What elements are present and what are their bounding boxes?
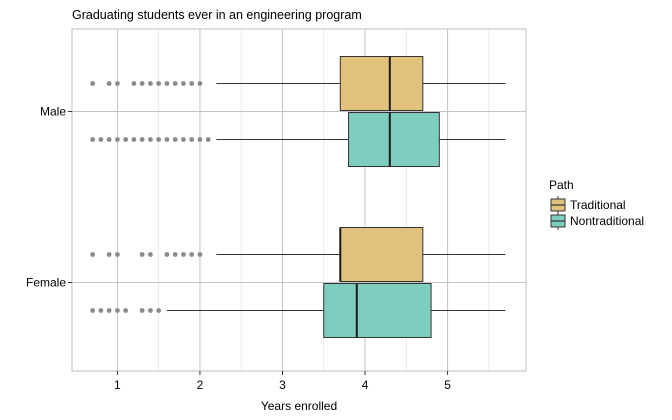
outlier-point <box>172 252 178 257</box>
x-tick-label: 4 <box>362 378 369 392</box>
outlier-point <box>197 137 203 142</box>
plot-area: 1 2 3 4 5 Male Female <box>26 28 527 392</box>
outlier-point <box>156 81 162 86</box>
legend-label-traditional: Traditional <box>570 198 626 212</box>
box-female-nontraditional <box>90 283 506 338</box>
legend-label-nontraditional: Nontraditional <box>570 214 644 228</box>
outlier-point <box>123 308 129 313</box>
y-tick-label-male: Male <box>40 105 66 119</box>
outlier-point <box>172 137 178 142</box>
box-female-traditional <box>90 227 506 282</box>
outlier-point <box>139 252 145 257</box>
outlier-point <box>115 137 120 142</box>
outlier-point <box>106 81 112 86</box>
outlier-point <box>98 137 104 142</box>
outlier-point <box>156 137 162 142</box>
outlier-point <box>106 308 112 313</box>
outlier-point <box>106 137 112 142</box>
outlier-point <box>181 81 186 86</box>
outlier-point <box>181 252 186 257</box>
panel-border <box>71 28 527 372</box>
outlier-point <box>115 252 120 257</box>
y-tick-label-female: Female <box>26 276 66 290</box>
box-iqr <box>323 283 432 338</box>
box-male-nontraditional <box>90 112 506 167</box>
x-tick-label: 1 <box>114 378 121 392</box>
outlier-point <box>197 252 203 257</box>
x-tick-label: 5 <box>444 378 451 392</box>
x-axis-label: Years enrolled <box>261 399 337 413</box>
outlier-point <box>205 137 211 142</box>
outlier-point <box>148 81 153 86</box>
outlier-point <box>148 308 153 313</box>
legend-key-nontraditional <box>550 212 566 230</box>
box-iqr <box>339 227 424 282</box>
outlier-point <box>115 81 120 86</box>
outlier-point <box>98 308 104 313</box>
outlier-point <box>164 81 170 86</box>
outlier-point <box>106 252 112 257</box>
legend-key-traditional <box>550 196 566 214</box>
legend-title: Path <box>549 178 574 192</box>
box-iqr <box>348 112 440 167</box>
box-iqr <box>339 56 424 111</box>
outlier-point <box>156 308 162 313</box>
outlier-point <box>90 81 96 86</box>
outlier-point <box>131 81 137 86</box>
outlier-point <box>148 137 153 142</box>
outlier-point <box>197 81 203 86</box>
outlier-point <box>164 252 170 257</box>
legend: Path Traditional Nontraditional <box>549 178 644 230</box>
outlier-point <box>90 308 96 313</box>
chart-title: Graduating students ever in an engineeri… <box>72 8 362 22</box>
x-tick-label: 2 <box>197 378 204 392</box>
outlier-point <box>131 137 137 142</box>
outlier-point <box>189 252 195 257</box>
outlier-point <box>115 308 120 313</box>
outlier-point <box>189 81 195 86</box>
outlier-point <box>123 137 129 142</box>
outlier-point <box>139 308 145 313</box>
box-male-traditional <box>90 56 506 111</box>
outlier-point <box>164 137 170 142</box>
outlier-point <box>181 137 186 142</box>
outlier-point <box>139 137 145 142</box>
x-tick-label: 3 <box>279 378 286 392</box>
outlier-point <box>90 137 96 142</box>
outlier-point <box>172 81 178 86</box>
outlier-point <box>139 81 145 86</box>
outlier-point <box>148 252 153 257</box>
outlier-point <box>90 252 96 257</box>
outlier-point <box>189 137 195 142</box>
